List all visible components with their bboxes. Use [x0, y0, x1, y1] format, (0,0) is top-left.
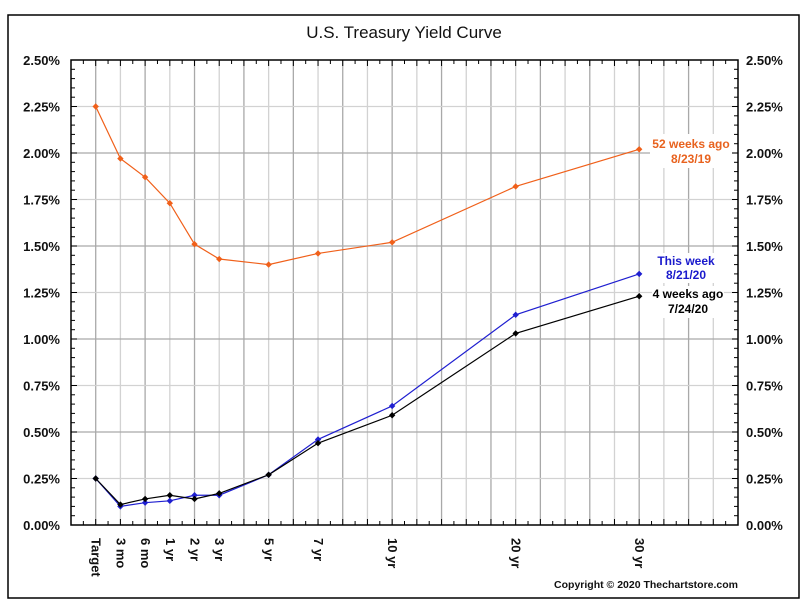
data-point [141, 495, 149, 503]
y-tick-label-left: 2.25% [23, 100, 60, 115]
y-tick-label-right: 2.00% [746, 146, 783, 161]
y-tick-label-left: 0.00% [23, 518, 60, 533]
data-point [388, 412, 396, 419]
x-tick-label: 6 mo [138, 538, 153, 568]
series-label-name: This week [657, 254, 715, 268]
y-tick-label-right: 1.25% [746, 286, 783, 301]
data-point [92, 475, 99, 482]
data-point [166, 200, 174, 207]
data-point [635, 270, 643, 278]
data-point [191, 240, 198, 248]
series-labels: 52 weeks ago 8/23/19 This week 8/21/20 4… [650, 134, 732, 318]
data-point [265, 471, 272, 478]
data-point [166, 492, 174, 499]
series-label-date: 7/24/20 [668, 302, 708, 316]
x-tick-label: 2 yr [188, 538, 203, 561]
series-4-weeks-ago [92, 293, 643, 508]
y-tick-label-right: 1.75% [746, 193, 783, 208]
y-tick-label-right: 0.50% [746, 425, 783, 440]
series-label-name: 4 weeks ago [653, 287, 724, 301]
series-label-name: 52 weeks ago [652, 137, 729, 151]
x-tick-label: 30 yr [632, 538, 647, 568]
y-tick-label-left: 2.00% [23, 146, 60, 161]
y-tick-label-left: 1.25% [23, 286, 60, 301]
data-point [265, 261, 272, 268]
y-tick-label-right: 1.00% [746, 332, 783, 347]
x-axis: Target 3 mo 6 mo 1 yr 2 yr 3 yr 5 yr 7 yr 10 yr 2… [89, 538, 647, 577]
label-4-weeks-ago: 4 weeks ago 7/24/20 [652, 286, 724, 318]
y-tick-label-left: 2.50% [23, 53, 60, 68]
x-tick-label: Target [89, 538, 104, 577]
x-tick-label: 7 yr [311, 538, 326, 561]
data-point [388, 239, 396, 246]
y-tick-label-right: 2.25% [746, 100, 783, 115]
y-axis-right: 0.00% 0.25% 0.50% 0.75% 1.00% 1.25% 1.50% 1.75%… [746, 53, 783, 533]
data-point [314, 439, 322, 447]
grid [71, 60, 738, 525]
y-tick-label-right: 0.25% [746, 472, 783, 487]
x-tick-label: 3 mo [113, 538, 128, 568]
data-point [512, 183, 519, 190]
chart-title: U.S. Treasury Yield Curve [306, 23, 502, 42]
data-point [635, 146, 643, 153]
x-tick-label: 3 yr [212, 538, 227, 561]
copyright-text: Copyright © 2020 Thechartstore.com [554, 579, 738, 591]
y-tick-label-right: 2.50% [746, 53, 783, 68]
series-label-date: 8/21/20 [666, 268, 706, 282]
y-tick-label-left: 1.00% [23, 332, 60, 347]
y-tick-label-right: 0.75% [746, 379, 783, 394]
data-point [117, 155, 124, 162]
x-tick-label: 1 yr [163, 538, 178, 561]
y-axis-left: 0.00% 0.25% 0.50% 0.75% 1.00% 1.25% 1.50% 1.75%… [23, 53, 60, 533]
y-tick-label-right: 0.00% [746, 518, 783, 533]
series-52-weeks-ago [92, 103, 643, 268]
y-tick-label-left: 0.50% [23, 425, 60, 440]
data-point [141, 499, 149, 506]
y-tick-label-left: 1.50% [23, 239, 60, 254]
data-point [166, 497, 174, 505]
data-point [141, 173, 149, 181]
data-point [216, 490, 223, 497]
y-tick-label-right: 1.50% [746, 239, 783, 254]
data-point [388, 402, 396, 410]
series-label-date: 8/23/19 [671, 152, 711, 166]
y-tick-label-left: 0.25% [23, 472, 60, 487]
data-point [216, 255, 223, 263]
data-point [191, 495, 198, 503]
series-group [92, 103, 643, 510]
plot-area [70, 59, 739, 526]
data-point [635, 293, 643, 300]
data-point [512, 330, 519, 337]
label-52-weeks-ago: 52 weeks ago 8/23/19 [650, 134, 732, 168]
label-this-week: This week 8/21/20 [652, 253, 716, 283]
data-point [512, 311, 519, 319]
y-tick-label-left: 1.75% [23, 193, 60, 208]
x-tick-label: 20 yr [509, 538, 524, 568]
data-point [314, 250, 322, 257]
data-point [117, 501, 124, 508]
x-tick-label: 10 yr [385, 538, 400, 568]
data-point [191, 492, 198, 499]
x-tick-label: 5 yr [262, 538, 277, 561]
y-tick-label-left: 0.75% [23, 379, 60, 394]
data-point [314, 436, 322, 443]
data-point [92, 103, 99, 110]
